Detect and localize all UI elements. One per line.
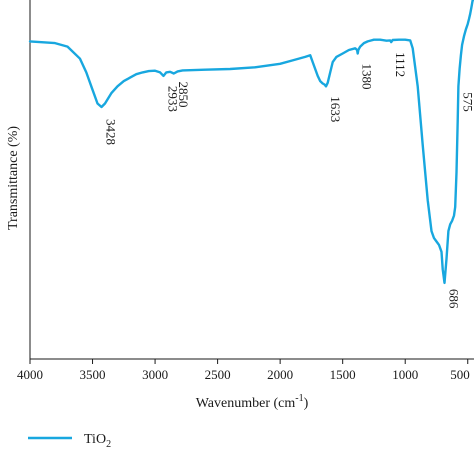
peak-label-2850: 2850 [176,82,191,108]
x-ticks: 4000 3500 3000 2500 2000 1500 1000 500 [17,359,470,382]
x-tick-label: 1000 [392,367,418,382]
peak-label-1112: 1112 [393,52,408,77]
peak-label-686: 686 [447,289,462,309]
peak-label-2933: 2933 [166,86,181,112]
y-axis-title: Transmittance (%) [6,126,21,230]
legend: TiO2 [28,432,111,450]
peak-label-3428: 3428 [104,119,119,145]
x-tick-label: 3000 [142,367,168,382]
legend-label-tio2: TiO2 [84,432,111,450]
series-line-tio2 [28,0,474,285]
peak-label-575: 575 [460,92,474,112]
x-tick-label: 3500 [80,367,106,382]
x-tick-label: 500 [450,367,470,382]
peak-label-1380: 1380 [360,64,375,90]
x-tick-label: 1500 [330,367,356,382]
peak-label-1633: 1633 [328,96,343,122]
x-axis-title: Wavenumber (cm-1) [196,393,309,411]
x-tick-label: 2000 [267,367,293,382]
x-tick-label: 4000 [17,367,43,382]
x-tick-label: 2500 [205,367,231,382]
